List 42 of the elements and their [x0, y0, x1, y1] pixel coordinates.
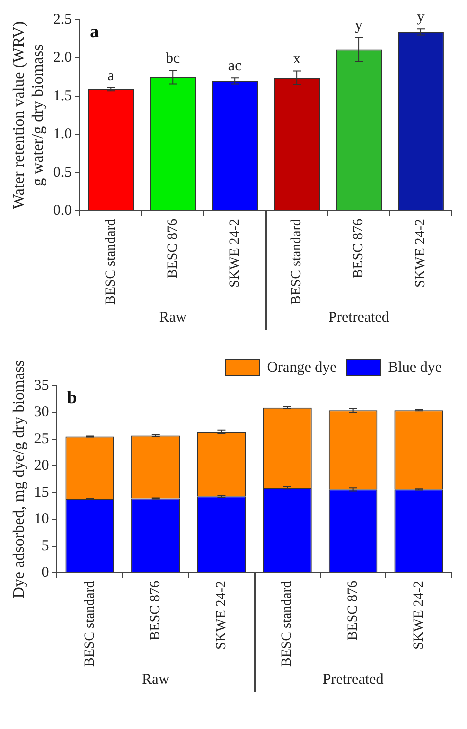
y-axis-title: Water retention value (WRV) g water/g dry biomass: [10, 22, 48, 210]
x-tick-label: BESC 876: [352, 219, 367, 279]
legend-label: Blue dye: [388, 360, 442, 376]
x-tick-label: BESC standard: [104, 219, 119, 306]
data-label: ac: [228, 58, 242, 75]
y-tick-label: 25: [34, 431, 50, 448]
y-tick-label: 10: [34, 512, 50, 528]
data-label: y: [417, 10, 426, 26]
y-tick-label: 35: [34, 378, 50, 394]
y-tick-label: 5: [42, 538, 50, 554]
legend-label: Orange dye: [267, 360, 338, 376]
y-tick-label: 30: [34, 404, 50, 421]
y-tick-label: 1.0: [53, 126, 72, 143]
x-tick-label: SKWE 24-2: [414, 219, 429, 288]
y-tick-label: 20: [34, 458, 50, 474]
x-tick-label: BESC standard: [290, 219, 305, 306]
y-tick-label: 1.5: [53, 88, 72, 104]
x-tick-label: BESC 876: [148, 581, 164, 641]
y-tick-label: 0.5: [53, 164, 72, 181]
y-tick-label: 0.0: [53, 202, 72, 219]
x-tick-label: SKWE 24-2: [228, 219, 243, 288]
data-label: bc: [166, 50, 181, 67]
text: Raw: [141, 672, 171, 689]
x-tick-label: BESC standard: [82, 581, 98, 668]
x-tick-label: SKWE 24-2: [214, 581, 230, 650]
x-tick-label: BESC 876: [346, 581, 361, 641]
text: Pretreated: [328, 310, 390, 327]
y-axis-title: Dye adsorbed, mg dye/g dry biomass: [10, 360, 28, 599]
data-label: y: [355, 18, 364, 34]
y-tick-label: 15: [34, 484, 50, 501]
chart-title: a: [90, 22, 100, 42]
y-tick-label: 0: [42, 564, 50, 581]
x-tick-label: BESC standard: [280, 581, 296, 668]
data-label: a: [108, 68, 115, 84]
data-label: x: [293, 52, 302, 68]
x-tick-label: BESC 876: [166, 219, 181, 279]
text: Pretreated: [322, 672, 385, 689]
y-tick-label: 2.5: [53, 12, 72, 28]
y-tick-label: 2.0: [53, 50, 72, 66]
x-tick-label: SKWE 24-2: [412, 581, 427, 650]
text: Raw: [158, 310, 188, 327]
chart-title: b: [67, 388, 78, 408]
